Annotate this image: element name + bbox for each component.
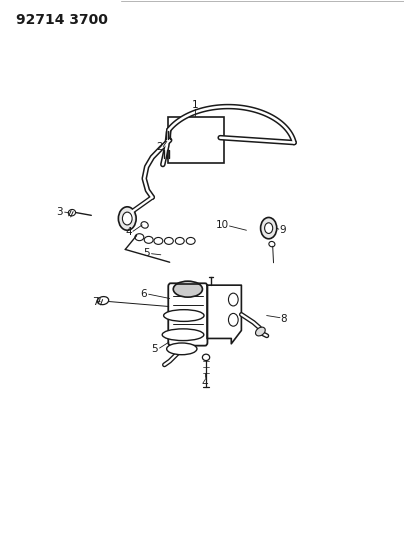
Ellipse shape (135, 233, 144, 241)
Circle shape (118, 207, 136, 230)
Text: 92714 3700: 92714 3700 (16, 13, 108, 27)
Circle shape (122, 212, 132, 225)
Text: 10: 10 (216, 220, 229, 230)
Text: 8: 8 (281, 314, 287, 324)
Ellipse shape (175, 238, 184, 244)
Ellipse shape (173, 281, 202, 297)
Circle shape (261, 217, 277, 239)
Ellipse shape (186, 238, 195, 244)
Ellipse shape (202, 354, 210, 360)
Text: 3: 3 (57, 207, 63, 217)
Text: 2: 2 (157, 142, 163, 151)
Text: 1: 1 (192, 100, 198, 110)
Text: 4: 4 (125, 228, 132, 237)
Ellipse shape (68, 209, 76, 216)
Ellipse shape (141, 222, 148, 228)
Ellipse shape (255, 327, 265, 336)
Ellipse shape (154, 238, 163, 244)
Text: 7: 7 (92, 297, 98, 306)
FancyBboxPatch shape (168, 284, 208, 346)
Text: 5: 5 (151, 344, 158, 354)
Ellipse shape (166, 343, 197, 355)
Ellipse shape (144, 237, 153, 243)
Circle shape (229, 313, 238, 326)
Ellipse shape (162, 329, 204, 341)
Circle shape (229, 293, 238, 306)
Text: 6: 6 (140, 289, 147, 299)
Text: 5: 5 (143, 248, 149, 257)
Ellipse shape (269, 241, 275, 247)
Bar (168, 117, 224, 163)
Ellipse shape (164, 238, 173, 244)
Circle shape (265, 223, 273, 233)
Ellipse shape (97, 296, 109, 305)
Text: 9: 9 (280, 225, 286, 235)
Ellipse shape (164, 310, 204, 321)
Text: 4: 4 (202, 378, 208, 387)
